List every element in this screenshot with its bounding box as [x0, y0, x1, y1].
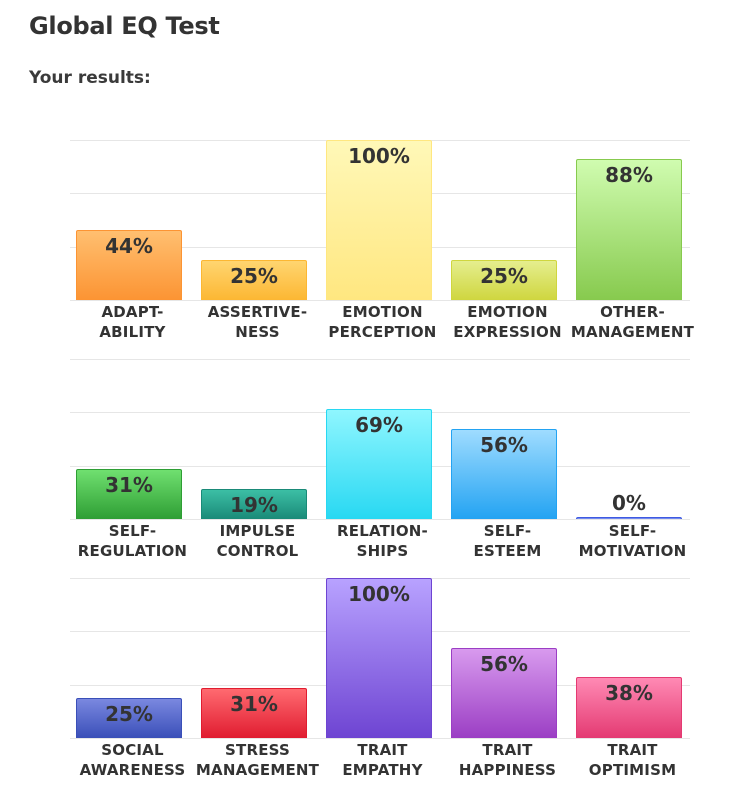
bar-value-label: 88%: [605, 163, 653, 188]
bar: [326, 408, 432, 519]
bar: [451, 260, 557, 300]
category-label-line: ESTEEM: [473, 542, 542, 560]
category-label-line: HAPPINESS: [458, 761, 557, 779]
category-label-line: OTHER-: [600, 303, 665, 321]
bar: [576, 159, 682, 300]
category-label-line: TRAIT: [607, 741, 658, 759]
chart-group-3: 25% SOCIAL AWARENESS 31% STRESS MANAGEMENT 100…: [70, 578, 690, 779]
category-label-line: EXPRESSION: [453, 323, 562, 341]
category-label-line: TRAIT: [357, 741, 408, 759]
category-label-line: MANAGEMENT: [570, 323, 695, 341]
category-label: SELF- ESTEEM: [441, 521, 574, 561]
category-label-line: ABILITY: [99, 323, 166, 341]
category-label-line: AWARENESS: [79, 761, 186, 779]
category-label: ADAPT- ABILITY: [66, 302, 199, 342]
chart-group-1: 44% ADAPT- ABILITY 25% ASSERTIVE- NESS 100% EMO…: [70, 140, 694, 341]
category-label: SELF- REGULATION: [66, 521, 199, 561]
category-label: OTHER- MANAGEMENT: [566, 302, 699, 342]
category-label-line: MANAGEMENT: [195, 761, 320, 779]
bar: [576, 677, 682, 738]
category-label: RELATION- SHIPS: [316, 521, 449, 561]
category-label-line: SELF-: [608, 522, 657, 540]
gridline: [70, 519, 690, 520]
bar-value-label: 25%: [230, 264, 278, 288]
page-title: Global EQ Test: [29, 12, 220, 40]
category-label: TRAIT OPTIMISM: [566, 740, 699, 780]
chart-group-2: 31% SELF- REGULATION 19% IMPULSE CONTROL 69% RE…: [70, 359, 690, 560]
category-label-line: NESS: [235, 323, 280, 341]
bar: [76, 698, 182, 738]
bar: [201, 688, 307, 738]
category-label: ASSERTIVE- NESS: [191, 302, 324, 342]
category-label: STRESS MANAGEMENT: [191, 740, 324, 780]
category-label-line: SELF-: [483, 522, 532, 540]
category-label-line: ADAPT-: [101, 303, 164, 321]
category-label-line: OPTIMISM: [588, 761, 677, 779]
bar: [76, 229, 182, 300]
bar: [201, 488, 307, 519]
category-label-line: ASSERTIVE-: [207, 303, 308, 321]
category-label-line: IMPULSE: [219, 522, 296, 540]
category-label-line: EMOTION: [467, 303, 548, 321]
gridline: [70, 738, 690, 739]
category-label-line: SHIPS: [356, 542, 409, 560]
bar-value-label: 38%: [605, 681, 653, 706]
category-label-line: SOCIAL: [101, 741, 164, 759]
bar: [201, 260, 307, 300]
category-label: TRAIT HAPPINESS: [441, 740, 574, 780]
bar: [76, 469, 182, 519]
bar-value-label: 56%: [480, 652, 528, 677]
bar-value-label: 100%: [348, 144, 410, 168]
category-label: SOCIAL AWARENESS: [66, 740, 199, 780]
category-label-line: EMPATHY: [342, 761, 423, 779]
category-label-line: TRAIT: [482, 741, 533, 759]
bar: [326, 140, 432, 300]
category-label-line: EMOTION: [342, 303, 423, 321]
bar-value-label: 69%: [355, 412, 403, 437]
bar-value-label: 100%: [348, 582, 410, 606]
category-label: EMOTION EXPRESSION: [441, 302, 574, 342]
bar-value-label: 25%: [480, 264, 528, 288]
bar: [576, 517, 682, 519]
category-label-line: PERCEPTION: [328, 323, 437, 341]
category-label-line: STRESS: [225, 741, 290, 759]
category-label: SELF- MOTIVATION: [566, 521, 699, 561]
category-label-line: MOTIVATION: [578, 542, 687, 560]
bar-value-label: 31%: [230, 692, 278, 717]
bar: [451, 648, 557, 738]
category-label-line: REGULATION: [77, 542, 188, 560]
category-label-line: RELATION-: [337, 522, 428, 540]
results-subtitle: Your results:: [29, 68, 151, 88]
category-label: IMPULSE CONTROL: [191, 521, 324, 561]
category-label-line: CONTROL: [216, 542, 299, 560]
category-label-line: SELF-: [108, 522, 157, 540]
bar-value-label: 0%: [612, 491, 646, 515]
bar: [451, 429, 557, 519]
bar-value-label: 19%: [230, 492, 278, 517]
bar-value-label: 25%: [105, 702, 153, 726]
category-label: TRAIT EMPATHY: [316, 740, 449, 780]
bar-value-label: 31%: [105, 473, 153, 498]
bar-value-label: 44%: [105, 233, 153, 258]
gridline: [70, 300, 690, 301]
category-label: EMOTION PERCEPTION: [316, 302, 449, 342]
gridline: [70, 359, 690, 360]
bar-value-label: 56%: [480, 433, 528, 458]
bar: [326, 578, 432, 738]
